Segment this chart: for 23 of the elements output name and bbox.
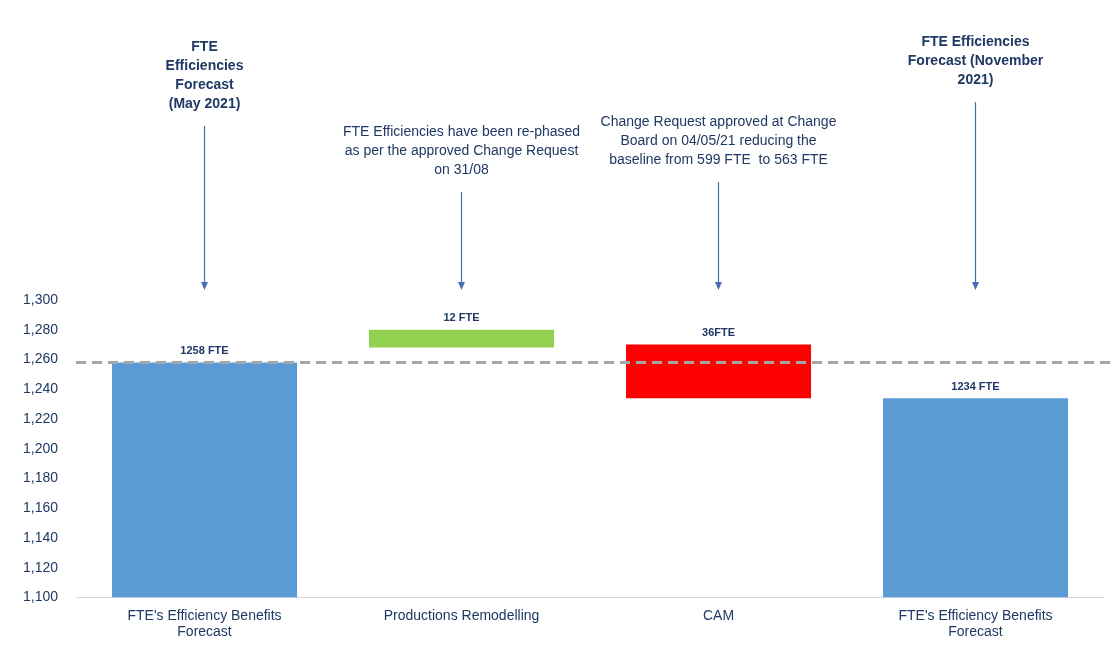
text: FTE Efficiencies Forecast (November 2021) [907,32,1044,87]
y-tick-label: 1,220 [22,409,59,426]
x-tick-label: FTE's Efficiency Benefits Forecast [898,606,1053,640]
y-tick-label: 1,120 [22,558,59,575]
y-tick-label: 1,260 [22,350,59,367]
y-tick-label: 1,200 [22,439,59,456]
text: Change Request approved at Change Board on 04/05/21 reducing the baseline from 599 FTE to 563 FTE [600,112,837,167]
x-tick-label: CAM [702,606,735,623]
y-tick-label: 1,180 [22,469,59,486]
data-label: 36FTE [702,326,736,339]
text: FTE Efficiencies have been re-phased as per the approved Change Request on 31/08 [342,122,581,177]
y-tick-label: 1,280 [22,320,59,337]
y-tick-label: 1,240 [22,380,59,397]
y-tick-label: 1,300 [22,290,59,307]
x-tick-label: Productions Remodelling [383,606,540,623]
x-tick-label: FTE's Efficiency Benefits Forecast [127,606,282,640]
y-tick-label: 1,100 [22,588,59,605]
y-tick-label: 1,140 [22,528,59,545]
data-label: 1234 FTE [951,379,1000,392]
y-tick-label: 1,160 [22,499,59,516]
data-label: 12 FTE [443,311,480,324]
text: FTE Efficiencies Forecast (May 2021) [165,37,244,111]
data-label: 1258 FTE [180,343,229,356]
